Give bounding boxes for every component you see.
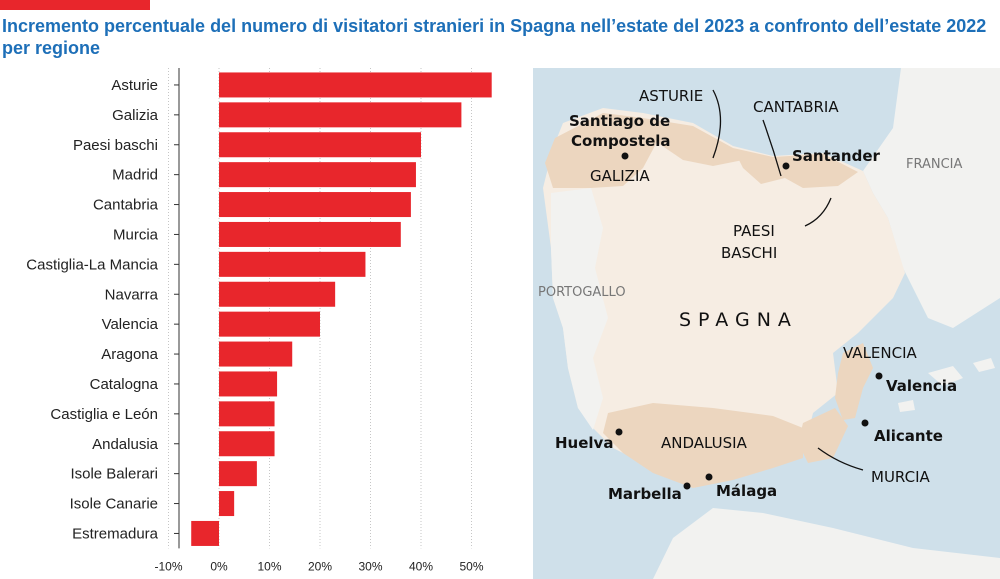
category-label: Catalogna	[90, 376, 159, 393]
category-label: Andalusia	[92, 436, 159, 453]
bar	[219, 491, 235, 517]
region-paesi-baschi	[773, 154, 858, 188]
bar	[219, 162, 416, 188]
label-alicante: Alicante	[874, 427, 943, 445]
city-dot-santiago	[621, 152, 629, 160]
france-land	[863, 68, 1000, 328]
label-malaga: Málaga	[716, 482, 777, 500]
category-labels: Asturie Galizia Paesi baschi Madrid Cantabri…	[26, 77, 158, 543]
bar	[219, 192, 411, 218]
bar	[219, 251, 366, 277]
category-label: Paesi baschi	[73, 137, 158, 154]
label-huelva: Huelva	[555, 434, 613, 452]
balearic-islands	[928, 366, 963, 386]
city-dot-santander	[782, 162, 790, 170]
label-valencia-region: VALENCIA	[843, 344, 918, 362]
tick-label: 10%	[257, 559, 281, 573]
africa-land	[653, 508, 1000, 579]
bar	[219, 401, 275, 427]
label-santander: Santander	[792, 147, 880, 165]
bar	[219, 72, 492, 98]
bars	[191, 72, 492, 546]
label-valencia-city: Valencia	[886, 377, 957, 395]
bar-chart: Asturie Galizia Paesi baschi Madrid Cantabri…	[26, 68, 492, 573]
iberia-land	[543, 108, 905, 488]
bar	[219, 281, 336, 307]
category-label: Murcia	[113, 226, 159, 243]
region-galizia	[545, 113, 658, 188]
city-dot-alicante	[861, 419, 869, 427]
bar	[219, 311, 320, 337]
spain-map: ASTURIE CANTABRIA Santiago de Compostela…	[533, 68, 1000, 579]
category-label: Madrid	[112, 167, 158, 184]
tick-label: -10%	[154, 559, 182, 573]
accent-bar	[0, 0, 150, 10]
portugal-land	[551, 188, 608, 430]
category-label: Navarra	[105, 286, 159, 303]
region-cantabria	[733, 148, 785, 184]
region-valencia	[835, 343, 873, 420]
leader-murcia	[817, 447, 864, 471]
bar	[219, 461, 257, 487]
category-label: Asturie	[111, 77, 158, 94]
city-dot-valencia	[875, 372, 883, 380]
tick-label: 0%	[210, 559, 228, 573]
category-label: Valencia	[102, 316, 159, 333]
label-francia: FRANCIA	[906, 157, 963, 172]
label-paesi-2: BASCHI	[721, 244, 777, 262]
label-spagna: SPAGNA	[679, 309, 798, 331]
label-asturie: ASTURIE	[639, 87, 703, 105]
label-santiago-2: Compostela	[571, 132, 671, 150]
label-murcia: MURCIA	[871, 468, 930, 486]
category-label: Isole Balerari	[70, 466, 158, 483]
label-portogallo: PORTOGALLO	[538, 285, 626, 300]
category-label: Isole Canarie	[70, 496, 158, 513]
label-paesi-1: PAESI	[733, 222, 775, 240]
category-label: Galizia	[112, 107, 159, 124]
region-murcia	[798, 408, 848, 463]
bar	[219, 102, 462, 128]
label-andalusia: ANDALUSIA	[661, 434, 748, 452]
balearic-islands-2	[973, 358, 995, 372]
city-dot-malaga	[705, 473, 713, 481]
label-galizia: GALIZIA	[590, 167, 650, 185]
label-cantabria: CANTABRIA	[753, 98, 839, 116]
category-label: Estremadura	[72, 525, 159, 542]
category-label: Castiglia-La Mancia	[26, 256, 158, 273]
leader-paesi-baschi	[804, 197, 832, 227]
category-axis	[174, 68, 180, 549]
bar	[219, 371, 278, 397]
category-label: Aragona	[101, 346, 158, 363]
tick-label: 50%	[459, 559, 483, 573]
city-dot-huelva	[615, 428, 623, 436]
balearic-islands-3	[898, 400, 915, 412]
region-asturie	[643, 118, 743, 166]
leader-cantabria	[762, 119, 782, 177]
tick-label: 20%	[308, 559, 332, 573]
bar	[219, 431, 275, 457]
bar	[191, 520, 219, 546]
category-label: Cantabria	[93, 197, 159, 214]
bar	[219, 341, 293, 367]
bar	[219, 221, 401, 247]
label-marbella: Marbella	[608, 485, 682, 503]
city-dot-marbella	[683, 482, 691, 490]
bar	[219, 132, 421, 158]
region-andalusia	[603, 403, 803, 488]
grid-lines	[168, 68, 472, 549]
chart-title: Incremento percentuale del numero di vis…	[2, 16, 987, 58]
leader-asturie	[712, 89, 722, 159]
category-label: Castiglia e León	[50, 406, 158, 423]
tick-labels: -10% 0% 10% 20% 30% 40% 50%	[154, 559, 483, 573]
tick-label: 40%	[409, 559, 433, 573]
label-santiago-1: Santiago de	[569, 112, 670, 130]
tick-label: 30%	[358, 559, 382, 573]
